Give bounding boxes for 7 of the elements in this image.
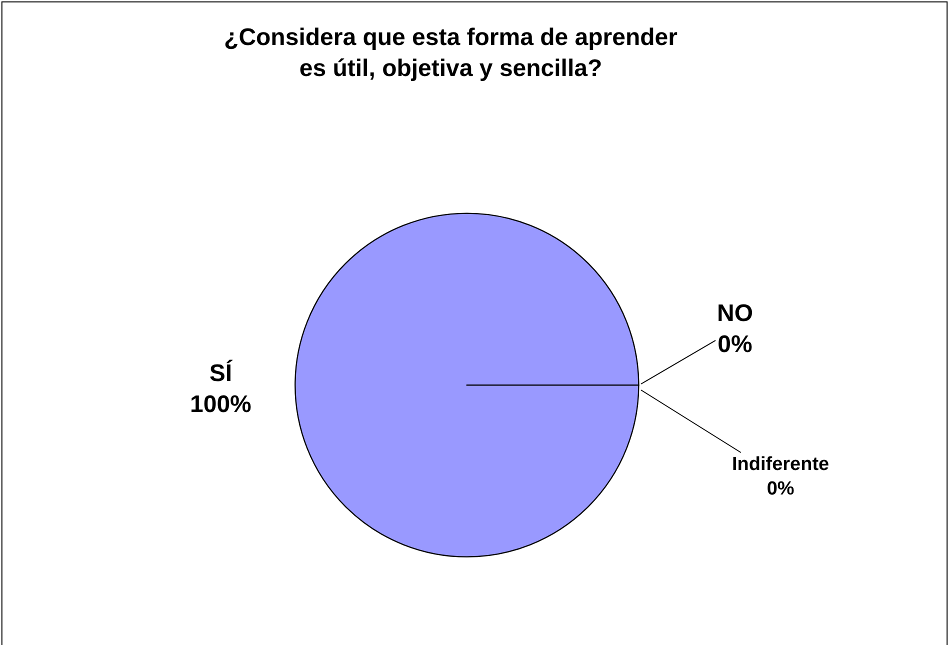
category-label: Indiferente [732, 454, 830, 475]
text: 0% [718, 331, 752, 358]
slice-label: SÍ [209, 359, 234, 387]
category-label: NO [717, 300, 753, 327]
chart-title: ¿Considera que esta forma de aprender es útil, objetiva y sencilla? [224, 24, 678, 82]
data-label: 100% [190, 391, 252, 418]
text: 0% [766, 478, 794, 500]
